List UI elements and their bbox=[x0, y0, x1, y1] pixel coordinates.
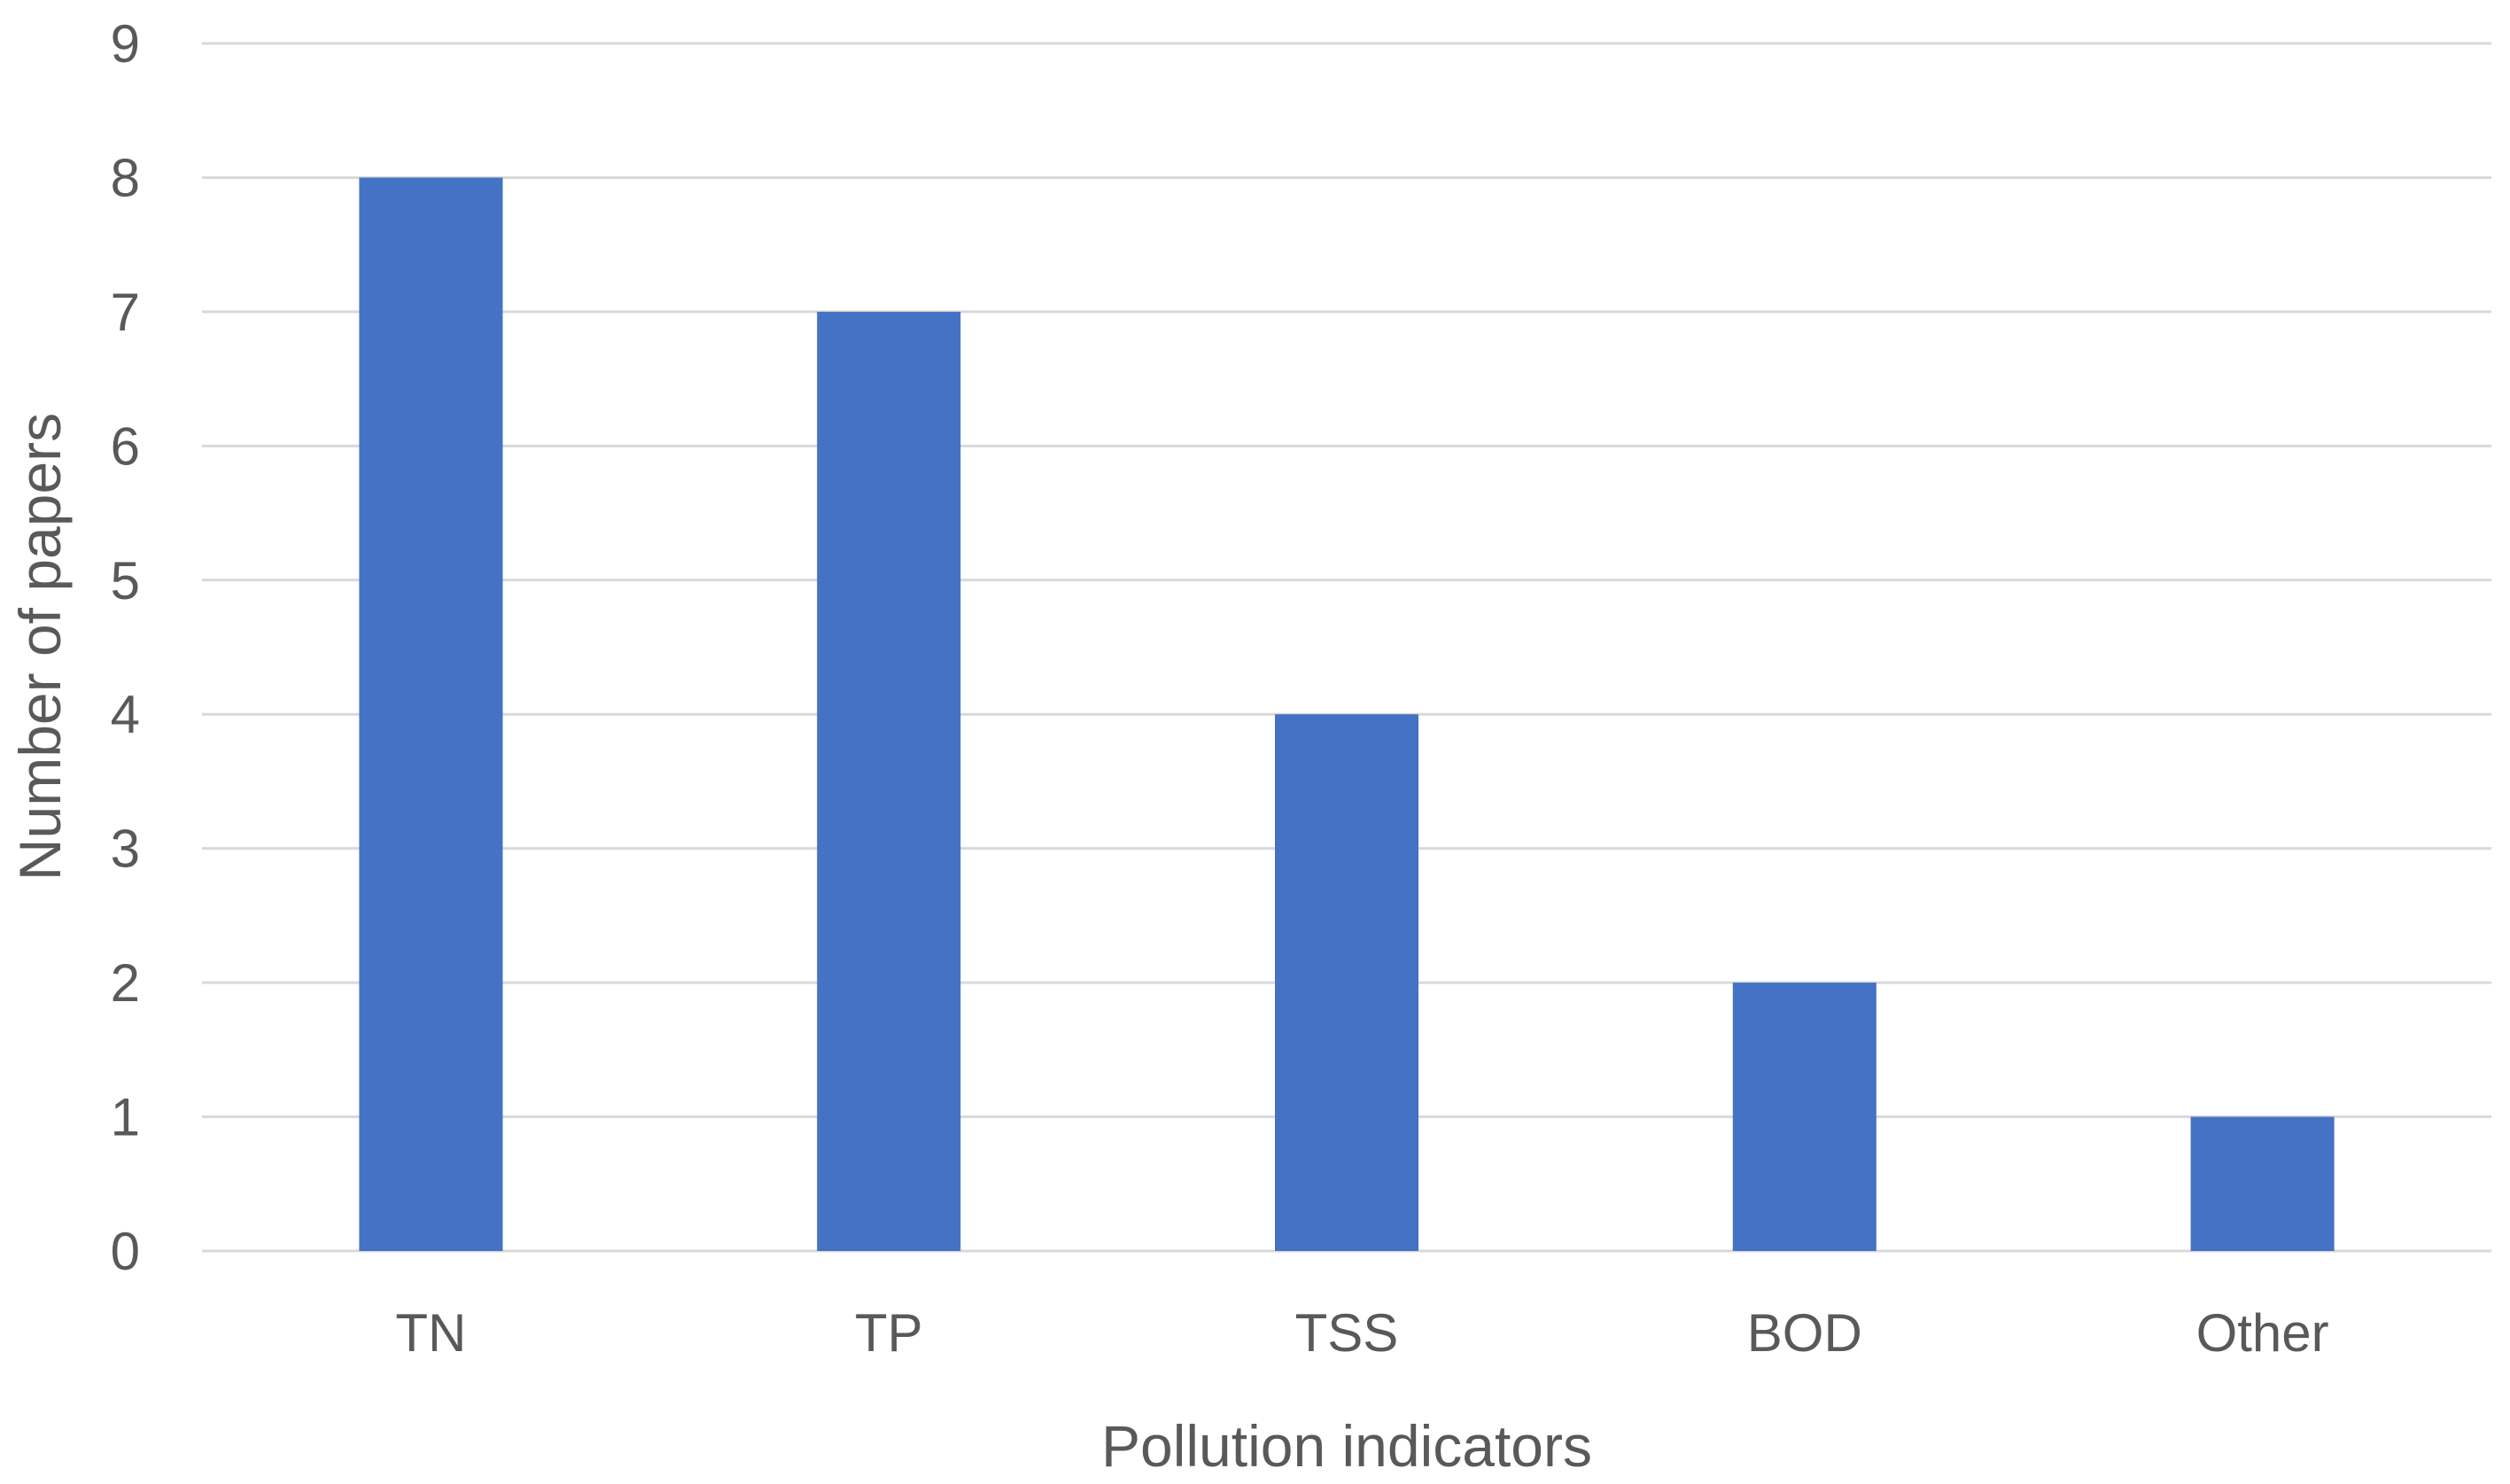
bar-tp bbox=[817, 311, 961, 1251]
bar-other bbox=[2190, 1116, 2335, 1251]
y-tick-label: 6 bbox=[111, 416, 140, 476]
y-tick-label: 4 bbox=[111, 685, 140, 744]
y-axis-ticks: 0 1 2 3 4 5 6 7 8 9 bbox=[111, 14, 140, 1281]
x-category-label: Other bbox=[2196, 1303, 2329, 1363]
x-category-label: TSS bbox=[1295, 1303, 1399, 1363]
y-tick-label: 8 bbox=[111, 148, 140, 207]
x-category-label: BOD bbox=[1747, 1303, 1862, 1363]
x-category-label: TP bbox=[855, 1303, 923, 1363]
y-tick-label: 1 bbox=[111, 1088, 140, 1147]
bar-tss bbox=[1275, 714, 1418, 1251]
x-axis-title: Pollution indicators bbox=[1101, 1413, 1592, 1479]
y-axis-title: Number of papers bbox=[7, 413, 73, 881]
bar-tn bbox=[359, 177, 503, 1251]
y-tick-label: 7 bbox=[111, 283, 140, 342]
y-tick-label: 0 bbox=[111, 1222, 140, 1281]
bars bbox=[359, 177, 2335, 1251]
y-tick-label: 5 bbox=[111, 551, 140, 610]
y-tick-label: 3 bbox=[111, 820, 140, 879]
y-tick-label: 2 bbox=[111, 953, 140, 1013]
x-category-label: TN bbox=[395, 1303, 466, 1363]
y-tick-label: 9 bbox=[111, 14, 140, 74]
x-axis-categories: TN TP TSS BOD Other bbox=[395, 1303, 2328, 1363]
bar-bod bbox=[1732, 983, 1877, 1251]
